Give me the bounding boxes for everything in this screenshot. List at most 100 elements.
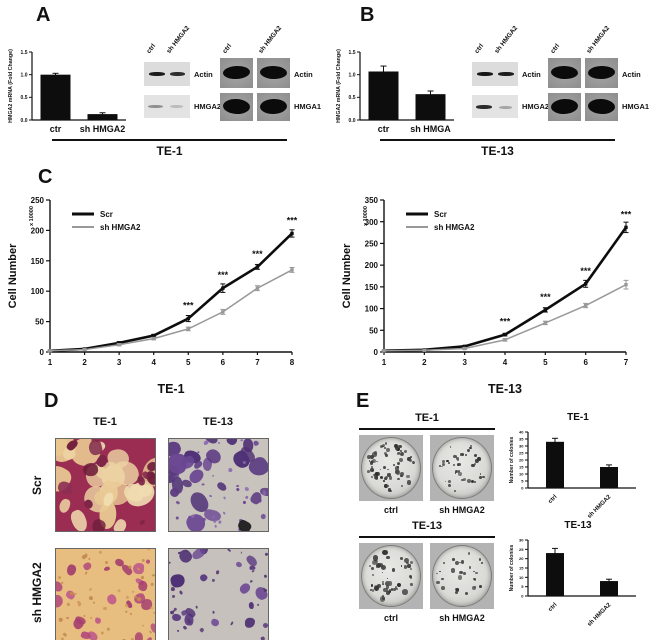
stain-blob — [242, 460, 246, 464]
colony-dot — [457, 469, 461, 473]
colony-dot — [400, 474, 404, 478]
blot-row-label: HMGA1 — [622, 102, 650, 111]
svg-text:10: 10 — [519, 575, 524, 580]
colony-dish-shhmga2-te13 — [430, 543, 494, 609]
colony-dot — [465, 592, 468, 596]
stain-blob — [222, 511, 226, 515]
blot-row-label: HMGA2 — [522, 102, 550, 111]
colony-dot — [463, 478, 466, 482]
colony-dot — [376, 562, 382, 568]
colony-dot — [370, 468, 374, 472]
colony-dot — [453, 454, 457, 459]
svg-text:200: 200 — [31, 226, 45, 235]
stain-blob — [152, 611, 155, 615]
blot-actin-protein-te13-lane2 — [585, 58, 618, 88]
blot-band — [477, 72, 493, 76]
stain-blob — [66, 563, 78, 578]
svg-text:***: *** — [580, 266, 591, 276]
stain-blob — [212, 519, 217, 524]
blot-band — [222, 98, 251, 115]
blot-row-label: Actin — [622, 70, 641, 79]
svg-text:15: 15 — [519, 566, 524, 571]
stain-blob — [224, 439, 240, 448]
panel-d-col-header-te13: TE-13 — [203, 416, 233, 428]
colony-dot — [473, 577, 476, 581]
colony-dot — [441, 585, 445, 590]
stain-blob — [249, 579, 253, 583]
colony-dot — [371, 459, 376, 464]
blot-band — [222, 65, 251, 80]
svg-text:350: 350 — [365, 196, 379, 205]
stain-blob — [141, 624, 144, 627]
stain-blob — [171, 594, 176, 599]
stain-blob — [169, 561, 172, 564]
colony-dot — [481, 561, 483, 564]
colony-dot — [459, 561, 461, 564]
panel-b-label: B — [360, 4, 375, 26]
colony-dot — [454, 590, 459, 595]
panel-a-cellline: TE-1 — [156, 144, 183, 158]
stain-blob — [64, 589, 77, 601]
svg-text:***: *** — [540, 292, 551, 302]
svg-text:ctr: ctr — [378, 124, 390, 134]
blot-actin-protein-te1-lane1 — [220, 58, 253, 88]
dish-label-shhmga2: sh HMGA2 — [439, 505, 485, 515]
colony-dot — [447, 462, 450, 465]
stain-blob — [235, 484, 239, 487]
stain-blob — [257, 603, 260, 607]
colony-dot — [366, 455, 371, 460]
panel-a-label: A — [36, 4, 51, 26]
svg-text:3: 3 — [117, 358, 122, 367]
svg-text:35: 35 — [519, 437, 524, 442]
colony-dot — [459, 453, 463, 456]
colony-dot — [390, 588, 394, 591]
colony-dot — [374, 586, 380, 592]
colony-dot — [440, 577, 444, 581]
stain-blob — [238, 581, 252, 595]
panel-e-row1-underline — [359, 428, 495, 430]
svg-text:15: 15 — [519, 465, 524, 470]
colony-dot — [385, 484, 389, 488]
dish-surface — [432, 437, 492, 499]
colony-dot — [454, 472, 457, 474]
colony-dot — [371, 588, 375, 592]
svg-text:x 10000: x 10000 — [29, 206, 35, 226]
colony-dot — [406, 561, 409, 565]
colony-dot — [479, 473, 482, 475]
stain-blob — [116, 588, 122, 594]
colony-dot — [474, 463, 477, 466]
blot-band — [550, 98, 579, 115]
colony-dot — [469, 446, 472, 450]
colony-dot — [374, 476, 379, 480]
colony-dot — [464, 453, 467, 456]
stain-blob — [101, 630, 105, 635]
stain-blob — [58, 618, 63, 623]
stain-blob — [98, 550, 103, 555]
colony-dot — [479, 558, 482, 561]
stain-blob — [89, 617, 93, 620]
panel-d-label: D — [44, 390, 59, 412]
blot-hmga2-te13 — [472, 95, 518, 118]
colony-dot — [439, 464, 442, 467]
svg-text:sh HMGA2: sh HMGA2 — [100, 223, 141, 232]
colony-dot — [383, 447, 386, 450]
svg-text:300: 300 — [365, 218, 379, 227]
colony-dot — [396, 587, 399, 591]
colony-dot — [382, 583, 384, 585]
colony-chart-title-te1: TE-1 — [567, 412, 589, 423]
colony-dot — [412, 462, 415, 465]
stain-blob — [146, 558, 151, 565]
colony-dot — [387, 488, 392, 492]
colony-dot — [438, 570, 441, 573]
blot-band — [259, 98, 288, 115]
colony-dot — [410, 568, 413, 570]
growth-curve-te13: 0 50 100 150 200 250 300 350 1 2 3 4 5 6 7 Scr sh HMGA2 *… — [341, 196, 632, 396]
stain-blob — [254, 585, 268, 602]
stain-blob — [78, 601, 83, 607]
blot-band — [259, 65, 288, 80]
colony-dot — [477, 457, 481, 460]
stain-blob — [142, 558, 146, 562]
migration-image-shhmga2-te1 — [55, 548, 156, 640]
stain-blob — [248, 601, 254, 609]
svg-text:40: 40 — [519, 430, 524, 435]
